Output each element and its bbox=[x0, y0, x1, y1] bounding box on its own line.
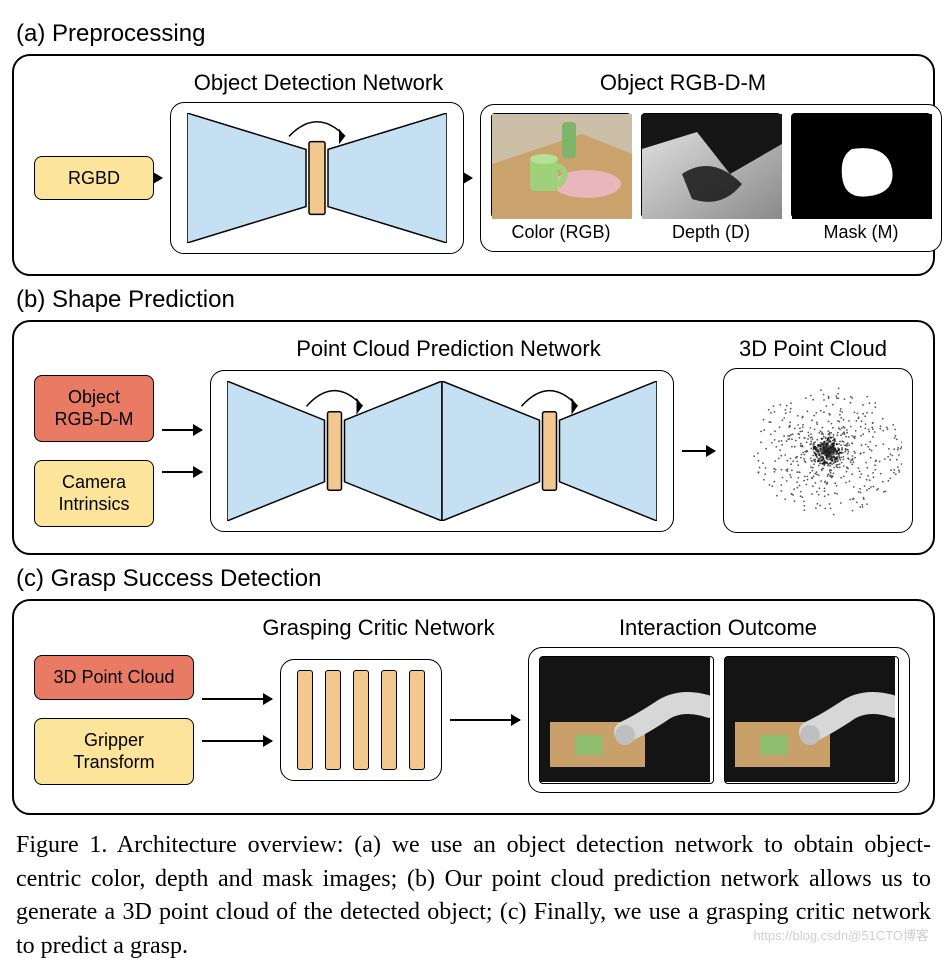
section-c-title: (c) Grasp Success Detection bbox=[16, 565, 935, 593]
input-rgbd: RGBD bbox=[34, 156, 154, 201]
net-a-label: Object Detection Network bbox=[184, 70, 453, 96]
arrow-icon bbox=[162, 429, 202, 431]
arrow-icon bbox=[450, 719, 520, 721]
arrow-icon bbox=[202, 698, 272, 700]
input-box: Object RGB-D-M bbox=[34, 375, 154, 442]
watermark-text: https://blog.csdn@51CTO博客 bbox=[753, 925, 929, 944]
critic-bar bbox=[409, 670, 425, 770]
thumb-label: Mask (M) bbox=[824, 222, 899, 243]
arrow-icon bbox=[682, 450, 715, 452]
thumb-label: Depth (D) bbox=[672, 222, 750, 243]
arrow-icon bbox=[162, 471, 202, 473]
net-c-label: Grasping Critic Network bbox=[234, 615, 523, 641]
grasping-critic-network bbox=[280, 659, 442, 781]
object-detection-network bbox=[170, 102, 464, 254]
arrow-icon bbox=[202, 740, 272, 742]
critic-bar bbox=[381, 670, 397, 770]
pointcloud-output bbox=[723, 368, 913, 533]
input-box: Gripper Transform bbox=[34, 718, 194, 785]
thumb-label: Color (RGB) bbox=[511, 222, 610, 243]
out-b-label: 3D Point Cloud bbox=[713, 336, 913, 362]
thumb-mask: Mask (M) bbox=[791, 113, 931, 243]
thumb-rgb: Color (RGB) bbox=[491, 113, 631, 243]
outcome-thumb bbox=[724, 656, 899, 784]
net-b-label: Point Cloud Prediction Network bbox=[184, 336, 713, 362]
interaction-outcome bbox=[528, 647, 910, 793]
point-cloud-network bbox=[210, 370, 674, 532]
rgbdm-output: Color (RGB) Depth (D) Mask (M) bbox=[480, 104, 942, 252]
critic-bar bbox=[325, 670, 341, 770]
input-box: 3D Point Cloud bbox=[34, 655, 194, 700]
panel-a: Object Detection Network Object RGB-D-M … bbox=[12, 54, 935, 276]
outcome-thumb bbox=[539, 656, 714, 784]
thumb-depth: Depth (D) bbox=[641, 113, 781, 243]
section-b-title: (b) Shape Prediction bbox=[16, 286, 935, 314]
section-a-title: (a) Preprocessing bbox=[16, 20, 935, 48]
panel-b: Point Cloud Prediction Network 3D Point … bbox=[12, 320, 935, 555]
out-a-label: Object RGB-D-M bbox=[453, 70, 913, 96]
critic-bar bbox=[297, 670, 313, 770]
critic-bar bbox=[353, 670, 369, 770]
out-c-label: Interaction Outcome bbox=[523, 615, 913, 641]
panel-c: Grasping Critic Network Interaction Outc… bbox=[12, 599, 935, 815]
input-box: Camera Intrinsics bbox=[34, 460, 154, 527]
